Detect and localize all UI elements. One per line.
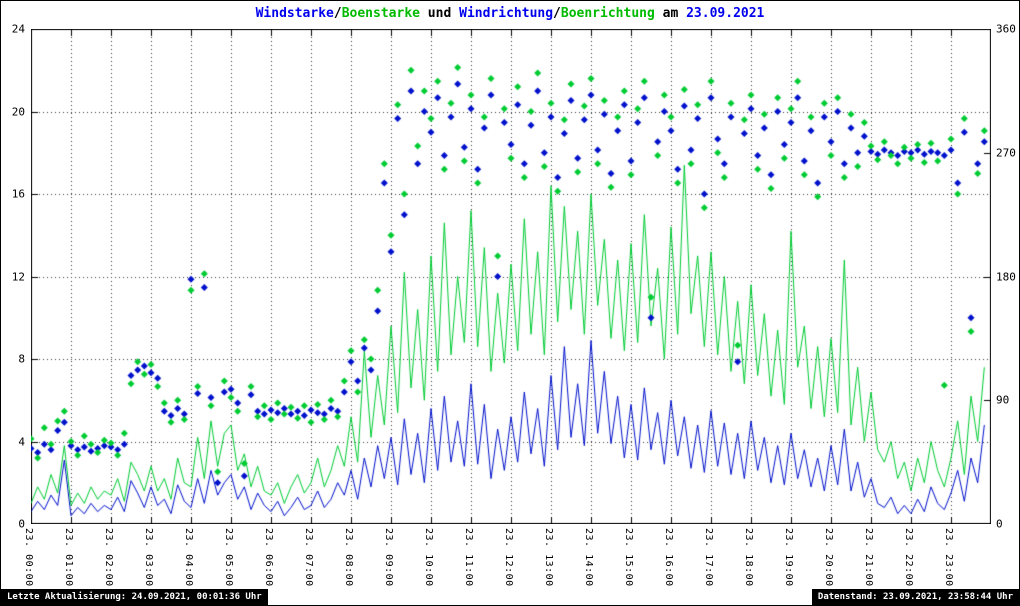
y-right-tick-label: 360 (996, 22, 1016, 36)
y-left-tick-label: 4 (18, 435, 25, 448)
y-left-tick-label: 8 (18, 352, 25, 366)
title-segment: / (333, 6, 342, 21)
data-timestamp-label: Datenstand: 23.09.2021, 23:58:44 Uhr (811, 589, 1019, 605)
x-axis-tick-label: 23. 18:00 (743, 528, 754, 587)
x-axis-tick-label: 23. 22:00 (903, 528, 914, 587)
y-left-tick-label: 12 (11, 270, 25, 283)
x-axis-tick-label: 23. 15:00 (623, 528, 634, 587)
x-axis-tick-label: 23. 09:00 (383, 528, 394, 587)
title-segment: / (553, 6, 561, 21)
x-axis-tick-label: 23. 12:00 (503, 528, 514, 587)
y-left-tick-label: 24 (11, 22, 25, 36)
y-left-tick-label: 20 (11, 105, 25, 118)
x-axis-tick-label: 23. 02:00 (103, 528, 114, 587)
x-axis-tick-label: 23. 08:00 (343, 528, 354, 587)
title-segment: und (419, 6, 460, 21)
x-axis-tick-label: 23. 19:00 (783, 528, 794, 587)
x-axis-tick-label: 23. 07:00 (303, 528, 314, 587)
chart-title: Windstarke/Boenstarke und Windrichtung/B… (1, 6, 1019, 21)
title-segment: Windrichtung (459, 6, 554, 21)
x-axis-tick-label: 23. 10:00 (423, 528, 434, 587)
x-axis-tick-label: 23. 23:00 (943, 528, 954, 587)
y-right-tick-label: 180 (996, 270, 1016, 283)
title-segment: Boenstarke (341, 6, 420, 21)
x-axis-tick-label: 23. 16:00 (663, 528, 674, 587)
y-axis-left-labels: 0 4 8 12 16 20 24 (1, 1, 28, 605)
y-left-tick-label: 16 (11, 187, 25, 201)
x-axis-tick-label: 23. 01:00 (63, 528, 74, 587)
title-segment: Boenrichtung (560, 6, 655, 21)
x-axis-tick-label: 23. 11:00 (463, 528, 474, 587)
title-segment: am (654, 6, 687, 21)
y-left-tick-label: 0 (18, 517, 25, 531)
x-axis-tick-label: 23. 00:00 (23, 528, 34, 587)
x-axis-tick-label: 23. 05:00 (223, 528, 234, 587)
x-axis-tick-label: 23. 03:00 (143, 528, 154, 587)
y-right-tick-label: 90 (996, 393, 1010, 407)
x-axis-tick-label: 23. 06:00 (263, 528, 274, 587)
title-segment: Windstarke (255, 6, 334, 21)
x-axis-tick-label: 23. 20:00 (823, 528, 834, 587)
plot-area (31, 29, 991, 524)
y-axis-right-labels: 0 90 180 270 360 (994, 1, 1019, 605)
x-axis-tick-label: 23. 13:00 (543, 528, 554, 587)
x-axis-tick-label: 23. 17:00 (703, 528, 714, 587)
x-axis-tick-label: 23. 04:00 (183, 528, 194, 587)
y-right-tick-label: 270 (996, 146, 1016, 160)
y-right-tick-label: 0 (996, 517, 1003, 531)
title-segment: 23.09.2021 (686, 6, 765, 21)
x-axis-tick-label: 23. 14:00 (583, 528, 594, 587)
last-update-label: Letzte Aktualisierung: 24.09.2021, 00:01… (1, 589, 268, 605)
x-axis-tick-label: 23. 21:00 (863, 528, 874, 587)
